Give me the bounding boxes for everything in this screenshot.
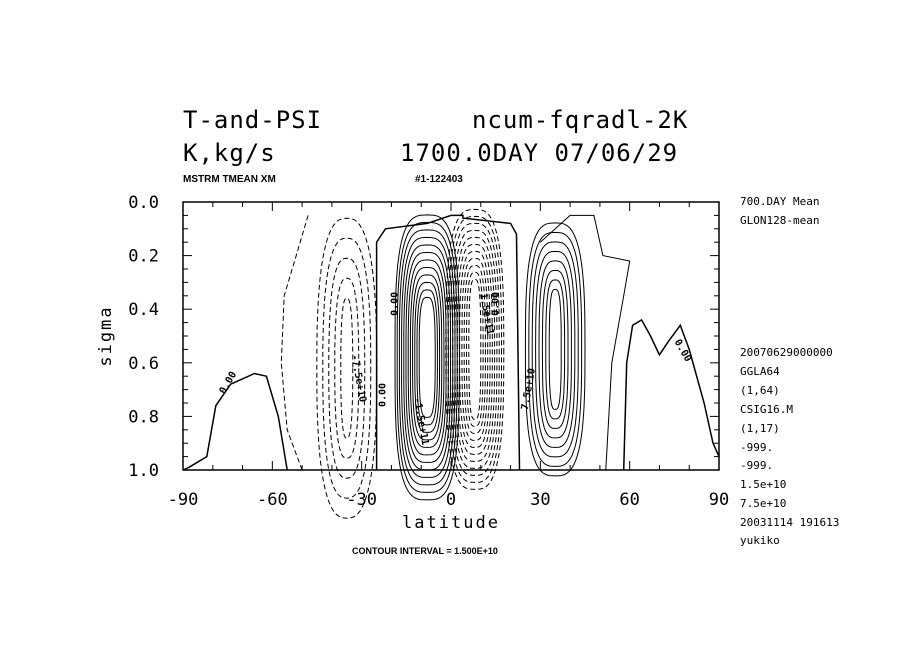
- contour-south-ferrel: [328, 257, 366, 479]
- contour-north-neg-cell: [459, 250, 491, 448]
- contour-label-4: 0.00: [389, 292, 400, 316]
- side-info-line-7: 1.5e+10: [740, 478, 787, 491]
- contour-north-pos-cell: [541, 269, 569, 429]
- contour-south-cell: [403, 244, 452, 471]
- subtitle-right: #1-122403: [415, 174, 463, 185]
- side-info-line-8: 7.5e+10: [740, 497, 787, 510]
- contour-south-cell: [396, 221, 458, 493]
- contour-south-cell: [409, 266, 445, 448]
- contour-south-cell: [398, 229, 456, 486]
- contour-label-2: 0.00: [491, 292, 502, 316]
- title-date: 1700.0DAY 07/06/29: [400, 139, 679, 167]
- contour-north-pos-cell: [538, 260, 572, 439]
- contour-north-neg-cell: [466, 271, 484, 427]
- x-tick-label: -90: [168, 490, 199, 510]
- contour-south-ferrel: [316, 217, 378, 519]
- title-variable: T-and-PSI: [183, 106, 323, 134]
- side-info-line-6: -999.: [740, 459, 774, 472]
- contour-label-0: 0.00: [218, 370, 240, 396]
- x-tick-label: 30: [530, 490, 550, 510]
- x-tick-label: 90: [709, 490, 729, 510]
- contour-south-cell: [418, 296, 436, 418]
- side-info-top-0: 700.DAY Mean: [740, 195, 820, 208]
- y-tick-label: 0.6: [128, 354, 159, 374]
- contour-south-cell: [394, 214, 460, 501]
- y-tick-label: 0.0: [128, 193, 159, 213]
- y-tick-label: 0.2: [128, 247, 159, 267]
- zero-contour-tropics: [375, 214, 521, 471]
- contour-south-ferrel: [322, 237, 372, 499]
- contour-label-1: 0.00: [377, 383, 388, 407]
- side-info-line-9: 20031114 191613: [740, 516, 840, 529]
- x-tick-label: -60: [257, 490, 288, 510]
- contour-south-cell: [405, 251, 449, 463]
- contour-north-pos-cell: [524, 222, 586, 477]
- outer-pos-north: [539, 214, 631, 471]
- contour-north-pos-cell: [535, 250, 576, 448]
- contour-north-pos-cell: [531, 241, 579, 458]
- side-info-line-10: yukiko: [740, 534, 780, 547]
- x-tick-label: 60: [619, 490, 639, 510]
- contour-north-pos-cell: [548, 288, 562, 410]
- contour-south-cell: [412, 274, 443, 441]
- side-info-line-3: CSIG16.M: [740, 403, 793, 416]
- contour-north-neg-cell: [452, 229, 498, 469]
- side-info-line-0: 20070629000000: [740, 346, 833, 359]
- contour-south-cell: [416, 289, 438, 426]
- y-axis-label: sigma: [96, 305, 116, 366]
- contour-south-ferrel: [334, 277, 360, 459]
- side-info-line-1: GGLA64: [740, 365, 780, 378]
- contour-label-6: 7.5e+10: [520, 367, 538, 410]
- side-info-line-5: -999.: [740, 441, 774, 454]
- contour-interval-note: CONTOUR INTERVAL = 1.500E+10: [352, 546, 498, 556]
- y-tick-label: 1.0: [128, 461, 159, 481]
- y-tick-label: 0.4: [128, 300, 159, 320]
- contour-north-neg-cell: [454, 236, 496, 462]
- contour-south-cell: [401, 236, 454, 478]
- subtitle-left: MSTRM TMEAN XM: [183, 174, 276, 185]
- contour-south-cell: [407, 259, 447, 456]
- contour-north-neg-cell: [447, 215, 502, 483]
- contour-north-pos-cell: [545, 279, 566, 420]
- contour-north-neg-cell: [463, 264, 486, 434]
- contour-south-cell: [414, 281, 441, 433]
- y-tick-label: 0.8: [128, 407, 159, 427]
- x-tick-label: -30: [346, 490, 377, 510]
- x-tick-label: 0: [446, 490, 456, 510]
- title-units: K,kg/s: [183, 139, 276, 167]
- side-info-line-4: (1,17): [740, 422, 780, 435]
- outer-neg-south: [280, 215, 309, 471]
- contour-north-neg-cell: [461, 257, 489, 441]
- side-info-top-1: GLON128-mean: [740, 214, 820, 227]
- side-info-line-2: (1,64): [740, 384, 780, 397]
- contour-north-neg-cell: [449, 222, 500, 476]
- title-experiment: ncum-fqradl-2K: [472, 106, 689, 134]
- zero-contour-north: [622, 318, 720, 471]
- x-axis-label: latitude: [402, 513, 500, 533]
- contour-north-pos-cell: [528, 231, 583, 467]
- zero-contour-south: [182, 372, 288, 471]
- contour-label-7: -1.5e+11: [411, 397, 430, 446]
